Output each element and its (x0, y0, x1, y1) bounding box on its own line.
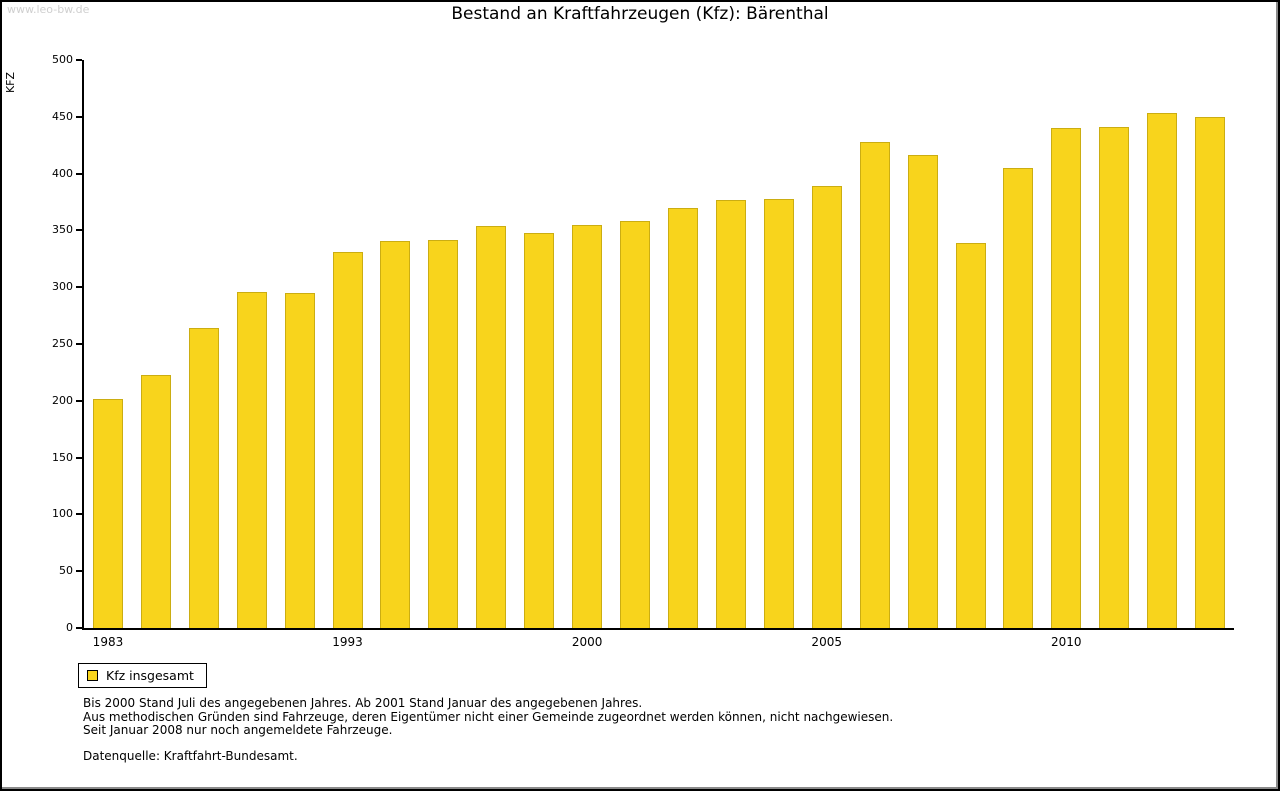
bar-slot (563, 60, 611, 628)
y-axis-tick (76, 627, 82, 629)
bar-slot (659, 60, 707, 628)
bar-2005 (811, 186, 842, 628)
bar-slot (851, 60, 899, 628)
y-axis-tick (76, 172, 82, 175)
bars-container (84, 60, 1234, 628)
y-axis-tick (76, 229, 82, 232)
x-axis-tick-label: 2000 (571, 635, 603, 649)
bar-1983 (92, 398, 123, 628)
bar-2003 (715, 199, 746, 628)
y-axis-tick-label: 100 (52, 507, 73, 521)
y-axis-tick-label: 0 (66, 621, 73, 634)
bar-slot (84, 60, 132, 628)
bar-2012 (1147, 113, 1178, 628)
bar-1991 (284, 292, 315, 628)
bar-slot (947, 60, 995, 628)
bar-2004 (763, 198, 794, 628)
bar-1993 (332, 251, 363, 628)
bar-slot (1138, 60, 1186, 628)
bar-slot (467, 60, 515, 628)
y-axis-tick-label: 50 (59, 564, 73, 578)
legend-swatch-icon (87, 670, 98, 681)
y-axis-tick (76, 286, 82, 289)
bar-slot (803, 60, 851, 628)
y-axis-tick (76, 115, 82, 118)
y-axis-tick (76, 399, 82, 402)
bar-slot (132, 60, 180, 628)
plot-area: 0 50 100 150 200 250 300 350 400 450 500 1983 1993 2… (52, 53, 1234, 649)
bar-2008 (955, 242, 986, 628)
bar-1987 (188, 328, 219, 628)
bar-1995 (380, 240, 411, 628)
legend: Kfz insgesamt (78, 663, 207, 688)
bar-1998 (476, 225, 507, 628)
y-axis-tick-label: 150 (52, 450, 73, 464)
bar-slot (899, 60, 947, 628)
bar-slot (755, 60, 803, 628)
y-axis-tick-label: 250 (52, 337, 73, 350)
footnote-line: Aus methodischen Gründen sind Fahrzeuge,… (83, 709, 894, 724)
bar-2013 (1195, 116, 1226, 628)
x-axis-tick-label: 1983 (92, 635, 124, 649)
bar-slot (419, 60, 467, 628)
bar-slot (707, 60, 755, 628)
y-axis-tick (76, 513, 82, 516)
bar-2007 (907, 155, 938, 628)
chart-title: Bestand an Kraftfahrzeugen (Kfz): Bärent… (451, 4, 829, 24)
bar-slot (276, 60, 324, 628)
y-axis-tick-label: 200 (52, 393, 73, 407)
y-axis-tick-label: 450 (52, 109, 73, 123)
bar-slot (611, 60, 659, 628)
bar-2011 (1099, 127, 1130, 628)
x-axis-tick-label: 2010 (1051, 635, 1082, 649)
watermark: www.leo-bw.de (7, 3, 90, 16)
y-axis-tick (76, 59, 82, 61)
bar-slot (1090, 60, 1138, 628)
y-axis-tick-label: 350 (52, 223, 73, 237)
bar-slot (995, 60, 1043, 628)
bar-slot (1186, 60, 1234, 628)
y-axis-tick (76, 343, 82, 345)
footnote-line: Seit Januar 2008 nur noch angemeldete Fa… (83, 723, 393, 737)
legend-label: Kfz insgesamt (106, 668, 194, 683)
bar-2000 (572, 224, 603, 628)
y-axis-tick-label: 300 (52, 280, 73, 294)
y-axis-tick-label: 400 (52, 166, 73, 180)
bar-2010 (1051, 128, 1082, 628)
bar-2002 (668, 207, 699, 628)
bar-slot (180, 60, 228, 628)
bar-slot (372, 60, 420, 628)
y-axis-title: KFZ (4, 71, 18, 94)
bar-1997 (428, 239, 459, 628)
y-axis-tick-label: 500 (52, 53, 73, 66)
y-axis-tick (76, 456, 82, 459)
y-axis-tick (76, 570, 82, 573)
bar-1985 (140, 374, 171, 628)
bar-2006 (859, 141, 890, 628)
bar-1999 (524, 232, 555, 628)
bar-2009 (1003, 167, 1034, 628)
bar-slot (228, 60, 276, 628)
bar-slot (515, 60, 563, 628)
x-axis-tick-label: 1993 (332, 635, 363, 649)
footnotes: Bis 2000 Stand Juli des angegebenen Jahr… (83, 696, 894, 763)
footnote-line: Bis 2000 Stand Juli des angegebenen Jahr… (83, 696, 643, 710)
bar-2001 (620, 221, 651, 628)
x-axis-tick-label: 2005 (811, 635, 842, 649)
bar-slot (1042, 60, 1090, 628)
data-source: Datenquelle: Kraftfahrt-Bundesamt. (83, 748, 298, 763)
bar-slot (324, 60, 372, 628)
bar-1989 (236, 291, 267, 628)
